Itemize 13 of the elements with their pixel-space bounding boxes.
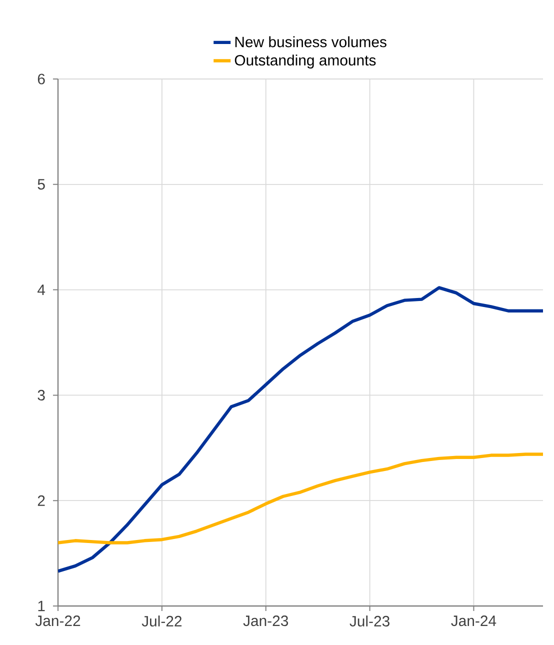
x-tick-label: Jul-23 bbox=[350, 616, 390, 626]
y-tick-label: 3 bbox=[38, 390, 45, 400]
x-tick-label: Jan-23 bbox=[243, 616, 288, 626]
y-tick-label: 6 bbox=[38, 74, 45, 84]
y-tick-label: 4 bbox=[38, 284, 46, 295]
y-tick-label: 1 bbox=[38, 600, 45, 612]
x-tick-label: Jul-22 bbox=[142, 616, 182, 626]
x-tick-label: Jan-22 bbox=[35, 616, 80, 626]
y-tick-label: 5 bbox=[38, 179, 45, 190]
legend-label: New business volumes bbox=[235, 36, 386, 48]
legend-label: Outstanding amounts bbox=[234, 54, 376, 69]
y-tick-label: 2 bbox=[38, 495, 45, 506]
x-tick-label: Jan-24 bbox=[451, 616, 496, 626]
